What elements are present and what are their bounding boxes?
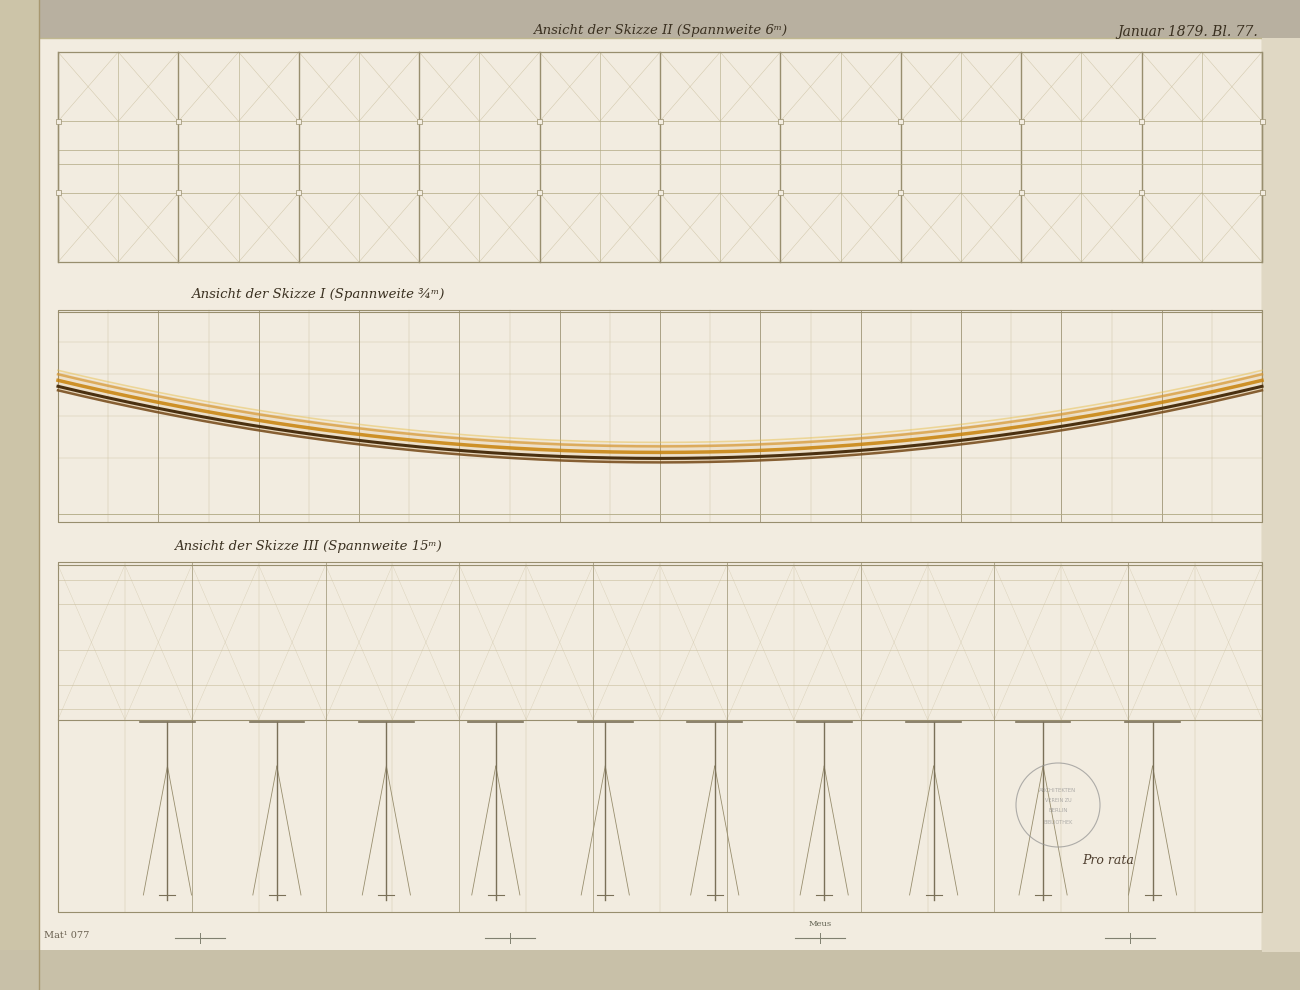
Bar — [658, 119, 663, 124]
Text: Januar 1879. Bl. 77.: Januar 1879. Bl. 77. — [1117, 25, 1258, 39]
Bar — [777, 119, 783, 124]
Text: ARCHITEKTEN: ARCHITEKTEN — [1040, 788, 1076, 794]
Bar — [56, 190, 61, 195]
Text: VEREIN ZU: VEREIN ZU — [1045, 799, 1071, 804]
Bar — [417, 190, 421, 195]
Bar — [0, 950, 1300, 990]
Bar — [1019, 190, 1023, 195]
Bar — [1139, 190, 1144, 195]
Bar — [58, 562, 1262, 912]
Bar — [1139, 119, 1144, 124]
Bar — [176, 190, 181, 195]
Bar — [537, 119, 542, 124]
Bar — [417, 119, 421, 124]
Text: Ansicht der Skizze I (Spannweite ¾ᵐ): Ansicht der Skizze I (Spannweite ¾ᵐ) — [191, 288, 445, 301]
Bar — [296, 119, 302, 124]
Bar — [176, 119, 181, 124]
Bar — [898, 119, 904, 124]
Bar — [56, 119, 61, 124]
Text: Ansicht der Skizze III (Spannweite 15ᵐ): Ansicht der Skizze III (Spannweite 15ᵐ) — [174, 540, 442, 553]
Text: BIBLIOTHEK: BIBLIOTHEK — [1044, 821, 1072, 826]
Bar — [1260, 190, 1265, 195]
Bar — [0, 0, 40, 990]
Bar — [296, 190, 302, 195]
Bar — [58, 52, 1262, 262]
Bar — [1019, 119, 1023, 124]
Bar — [1260, 119, 1265, 124]
Bar — [898, 190, 904, 195]
Bar — [58, 310, 1262, 522]
Text: BERLIN: BERLIN — [1048, 809, 1067, 814]
Bar — [658, 190, 663, 195]
Bar — [1262, 38, 1300, 952]
Text: Pro rata: Pro rata — [1082, 853, 1134, 866]
Text: Meus: Meus — [809, 920, 832, 928]
Text: Ansicht der Skizze II (Spannweite 6ᵐ): Ansicht der Skizze II (Spannweite 6ᵐ) — [533, 24, 786, 37]
Bar — [537, 190, 542, 195]
Bar — [777, 190, 783, 195]
Text: Mat¹ 077: Mat¹ 077 — [44, 931, 90, 940]
